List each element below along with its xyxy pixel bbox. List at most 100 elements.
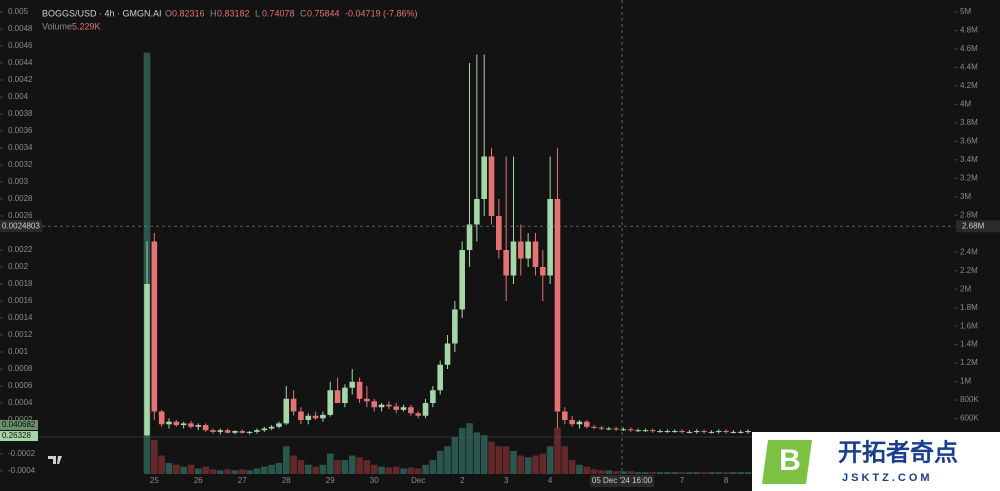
x-tick-label: 26 [194, 476, 203, 485]
candle-body [298, 411, 304, 420]
candle-body [342, 387, 348, 403]
volume-bar [634, 472, 642, 474]
candle-body [415, 413, 422, 416]
volume-bar [363, 460, 371, 474]
volume-bar [422, 464, 429, 474]
candle-body [210, 430, 216, 432]
y-tick-label: 0.0004 [8, 398, 33, 407]
x-tick-label: 8 [724, 476, 729, 485]
candle-body [745, 431, 751, 433]
candle-body [730, 431, 737, 433]
crosshair-time-box [590, 475, 654, 487]
candle-body [283, 398, 290, 424]
volume-bar [275, 462, 283, 474]
candle-body [627, 429, 634, 431]
candle-body [693, 431, 700, 433]
volume-bar [583, 466, 591, 474]
y-tick-label: 0.0048 [8, 24, 33, 33]
candle-body [224, 430, 231, 433]
candle-body [386, 404, 392, 407]
y-tick-label: 0.003 [8, 177, 29, 186]
y-tick-label: 0.0046 [8, 41, 33, 50]
y-tick-label: 0.0044 [8, 58, 33, 67]
y2-tick-label: 3M [960, 192, 971, 201]
candle-body [195, 425, 202, 427]
candle-body [268, 426, 275, 429]
volume-bar [576, 464, 583, 474]
y-tick-label: 0.0016 [8, 296, 33, 305]
candle-body [408, 407, 414, 414]
candle-body [437, 364, 443, 391]
x-tick-label: Dec [411, 476, 425, 485]
candle-body [459, 250, 465, 310]
y2-tick-label: 4.6M [960, 44, 978, 53]
volume-bar [473, 432, 481, 474]
volume-bar [671, 472, 679, 474]
tv-logo [48, 456, 62, 464]
volume-bar [414, 468, 422, 474]
candle-body [320, 414, 326, 419]
y2-tick-label: 4M [960, 100, 971, 109]
y-tick-label: 0.005 [8, 7, 29, 16]
y-tick-label: 0.0008 [8, 364, 33, 373]
candle-body [239, 431, 246, 433]
crosshair-price-box [0, 220, 42, 233]
candle-body [217, 430, 224, 432]
candle-body [356, 381, 363, 399]
candle-body [430, 390, 436, 403]
y2-tick-label: 800K [960, 395, 979, 404]
volume-bar [268, 464, 275, 474]
legend-key: O [165, 8, 172, 18]
volume-bar [466, 423, 473, 474]
candle-body [598, 427, 605, 429]
volume-bar [495, 446, 503, 474]
candle-body [532, 241, 539, 267]
price-label: 0.26328 [2, 431, 31, 440]
y2-tick-label: 1.6M [960, 321, 978, 330]
watermark-letter: B [779, 444, 801, 477]
volume-bar [312, 466, 319, 474]
y2-tick-label: 600K [960, 414, 979, 423]
volume-bar [224, 469, 231, 474]
right-axis-bg [955, 0, 1000, 491]
volume-bar [370, 464, 378, 474]
volume-last: 5.229K [72, 21, 101, 31]
crosshair-volume: 2.68M [962, 221, 985, 230]
legend-key: L [255, 8, 260, 18]
candle-body [701, 431, 707, 433]
y-tick-label: 0.0002 [8, 415, 33, 424]
chart-title: BOGGS/USD · 4h · GMGN.AI [42, 8, 162, 18]
y2-tick-label: 2.4M [960, 247, 978, 256]
candle-body [254, 430, 260, 432]
volume-bar [173, 464, 180, 474]
volume-bar [334, 460, 341, 474]
y-tick-label: -0.0004 [8, 466, 36, 475]
volume-bar [260, 466, 268, 474]
candle-body [708, 431, 715, 433]
volume-bar [187, 464, 195, 474]
y2-tick-label: 2M [960, 284, 971, 293]
volume-bar [165, 462, 173, 474]
watermark-name: 开拓者奇点 [838, 438, 958, 466]
candle-body [605, 428, 612, 430]
x-tick-label: 25 [150, 476, 159, 485]
candle-body [635, 430, 641, 432]
candle-body [166, 421, 172, 425]
candle-body [510, 241, 517, 276]
volume-bar [436, 450, 444, 474]
volume-bar [282, 446, 290, 474]
legend-key: H [210, 8, 217, 18]
legend-value: 0.75844 [307, 8, 340, 18]
crosshair-volume-box [956, 220, 1000, 233]
volume-bar [612, 471, 620, 474]
candle-body [151, 241, 158, 412]
candle-body [349, 381, 356, 388]
volume-bar [502, 446, 510, 474]
y2-tick-label: 2.2M [960, 266, 978, 275]
volume-bar [290, 455, 297, 474]
volume-bar [656, 472, 664, 474]
x-tick-label: 3 [504, 476, 509, 485]
volume-bar [356, 457, 363, 474]
volume-bar [510, 450, 517, 474]
